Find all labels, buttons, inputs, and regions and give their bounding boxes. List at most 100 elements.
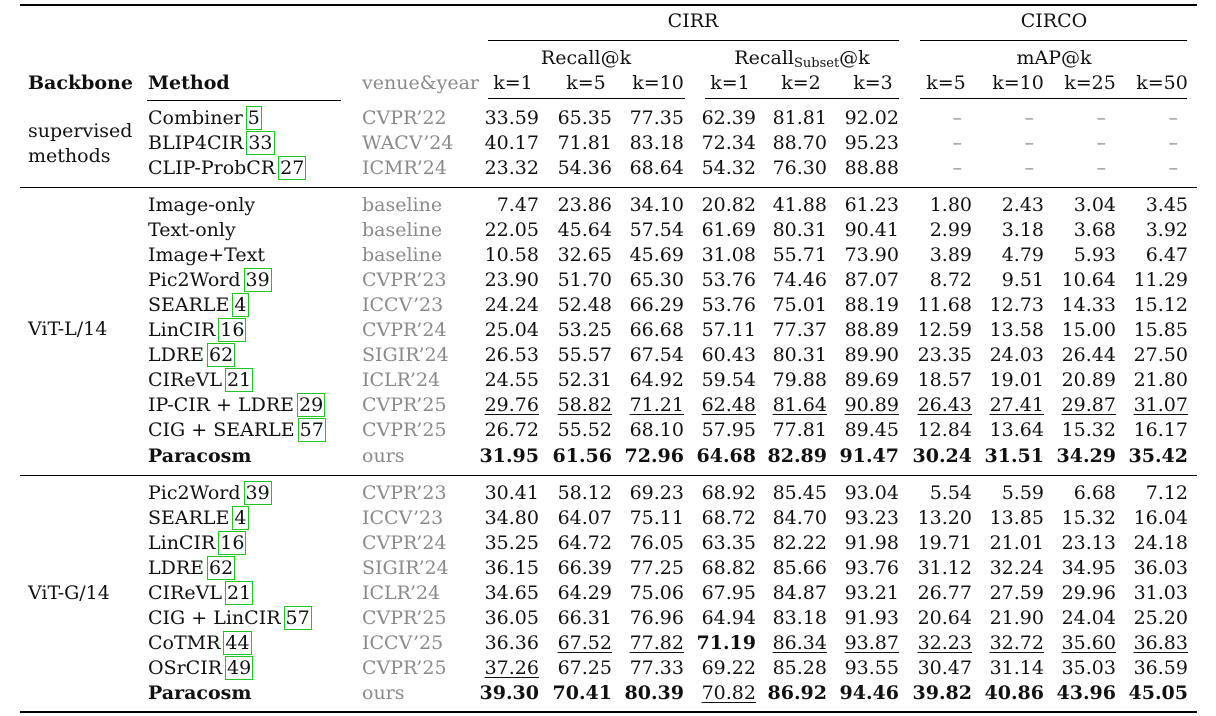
value-cell: 76.96 bbox=[629, 607, 684, 629]
value-cell: 64.07 bbox=[557, 507, 612, 529]
value-cell: 71.81 bbox=[557, 132, 612, 154]
value-cell: 61.69 bbox=[701, 219, 756, 241]
value-cell: 58.12 bbox=[557, 482, 612, 504]
value-cell: – bbox=[1168, 132, 1179, 154]
citation-link[interactable]: 16 bbox=[218, 531, 247, 555]
value-cell: 29.87 bbox=[1061, 394, 1116, 416]
value-cell: 89.45 bbox=[844, 419, 899, 441]
value-cell: 31.03 bbox=[1133, 582, 1188, 604]
method-name: Combiner bbox=[148, 107, 243, 129]
value-cell: 24.03 bbox=[989, 344, 1044, 366]
citation-link[interactable]: 62 bbox=[207, 556, 236, 580]
value-cell: 14.33 bbox=[1061, 294, 1116, 316]
value-cell: 89.69 bbox=[844, 369, 899, 391]
value-cell: 68.72 bbox=[701, 507, 756, 529]
value-cell: 2.99 bbox=[929, 219, 972, 241]
value-cell: 30.24 bbox=[912, 445, 973, 467]
citation-link[interactable]: 27 bbox=[278, 156, 307, 180]
value-cell: 4.79 bbox=[1001, 244, 1044, 266]
value-cell: 66.31 bbox=[557, 607, 612, 629]
value-cell: 35.25 bbox=[484, 532, 539, 554]
method-cell: LinCIR 16 bbox=[148, 318, 247, 342]
method-cell: Pic2Word 39 bbox=[148, 481, 272, 505]
citation-link[interactable]: 49 bbox=[225, 656, 254, 680]
value-cell: 91.47 bbox=[839, 445, 900, 467]
value-cell: 93.04 bbox=[844, 482, 899, 504]
value-cell: 87.07 bbox=[844, 269, 899, 291]
value-cell: 68.10 bbox=[629, 419, 684, 441]
value-cell: 67.52 bbox=[557, 632, 612, 654]
venue-cell: CVPR’25 bbox=[362, 394, 447, 416]
citation-link[interactable]: 33 bbox=[246, 131, 275, 155]
value-cell: 93.76 bbox=[844, 557, 899, 579]
value-cell: 76.30 bbox=[772, 157, 827, 179]
value-cell: 12.73 bbox=[989, 294, 1044, 316]
value-cell: 52.31 bbox=[557, 369, 612, 391]
value-cell: 34.29 bbox=[1056, 445, 1117, 467]
method-cell: Paracosm bbox=[148, 444, 251, 468]
value-cell: 30.47 bbox=[917, 657, 972, 679]
value-cell: 67.54 bbox=[629, 344, 684, 366]
citation-link[interactable]: 21 bbox=[224, 368, 254, 392]
value-cell: 11.68 bbox=[917, 294, 972, 316]
value-cell: 31.08 bbox=[701, 244, 756, 266]
citation-link[interactable]: 57 bbox=[283, 606, 312, 630]
value-cell: – bbox=[1168, 157, 1179, 179]
venue-cell: CVPR’22 bbox=[362, 107, 447, 129]
citation-link[interactable]: 4 bbox=[232, 293, 249, 317]
value-cell: 40.17 bbox=[484, 132, 539, 154]
value-cell: 15.00 bbox=[1061, 319, 1116, 341]
value-cell: 3.04 bbox=[1073, 194, 1116, 216]
method-cell: OSrCIR 49 bbox=[148, 656, 254, 680]
value-cell: 15.85 bbox=[1133, 319, 1188, 341]
method-cell: CLIP-ProbCR 27 bbox=[148, 156, 307, 180]
citation-link[interactable]: 57 bbox=[297, 418, 326, 442]
col-header-k: k=2 bbox=[781, 72, 821, 94]
value-cell: 7.47 bbox=[496, 194, 539, 216]
value-cell: 36.36 bbox=[484, 632, 539, 654]
value-cell: 13.58 bbox=[989, 319, 1044, 341]
method-cell: Combiner 5 bbox=[148, 106, 262, 130]
citation-link[interactable]: 62 bbox=[207, 343, 236, 367]
citation-link[interactable]: 16 bbox=[218, 318, 247, 342]
citation-link[interactable]: 5 bbox=[245, 106, 262, 130]
backbone-label: ViT-G/14 bbox=[28, 582, 110, 604]
value-cell: 24.55 bbox=[484, 369, 539, 391]
citation-link[interactable]: 4 bbox=[232, 506, 249, 530]
citation-link[interactable]: 29 bbox=[297, 393, 326, 417]
value-cell: 52.48 bbox=[557, 294, 612, 316]
value-cell: 77.81 bbox=[772, 419, 827, 441]
value-cell: 36.59 bbox=[1133, 657, 1188, 679]
value-cell: 6.47 bbox=[1145, 244, 1188, 266]
method-name: CIG + LinCIR bbox=[148, 607, 281, 629]
value-cell: 23.86 bbox=[557, 194, 612, 216]
citation-link[interactable]: 39 bbox=[243, 481, 272, 505]
citation-link[interactable]: 21 bbox=[224, 581, 254, 605]
value-cell: 3.45 bbox=[1145, 194, 1188, 216]
value-cell: 32.24 bbox=[989, 557, 1044, 579]
method-name: Image-only bbox=[148, 194, 256, 216]
recall-subheader: Recall@k bbox=[540, 47, 632, 69]
value-cell: 89.90 bbox=[844, 344, 899, 366]
value-cell: 5.54 bbox=[929, 482, 972, 504]
cirr-group-rule bbox=[488, 40, 899, 41]
value-cell: 12.84 bbox=[917, 419, 972, 441]
col-header-k: k=25 bbox=[1064, 72, 1116, 94]
col-header-k: k=5 bbox=[926, 72, 966, 94]
value-cell: 85.28 bbox=[772, 657, 827, 679]
method-name: CIG + SEARLE bbox=[148, 419, 295, 441]
value-cell: 55.57 bbox=[557, 344, 612, 366]
col-header-k: k=10 bbox=[992, 72, 1044, 94]
value-cell: 29.96 bbox=[1061, 582, 1116, 604]
value-cell: 80.39 bbox=[624, 682, 685, 704]
circo-group-rule bbox=[920, 40, 1187, 41]
citation-link[interactable]: 39 bbox=[243, 268, 272, 292]
value-cell: 79.88 bbox=[772, 369, 827, 391]
citation-link[interactable]: 44 bbox=[223, 631, 252, 655]
value-cell: – bbox=[952, 107, 963, 129]
value-cell: 71.21 bbox=[629, 394, 684, 416]
value-cell: 57.95 bbox=[701, 419, 756, 441]
value-cell: 86.34 bbox=[772, 632, 827, 654]
value-cell: 88.89 bbox=[844, 319, 899, 341]
value-cell: 70.41 bbox=[552, 682, 613, 704]
